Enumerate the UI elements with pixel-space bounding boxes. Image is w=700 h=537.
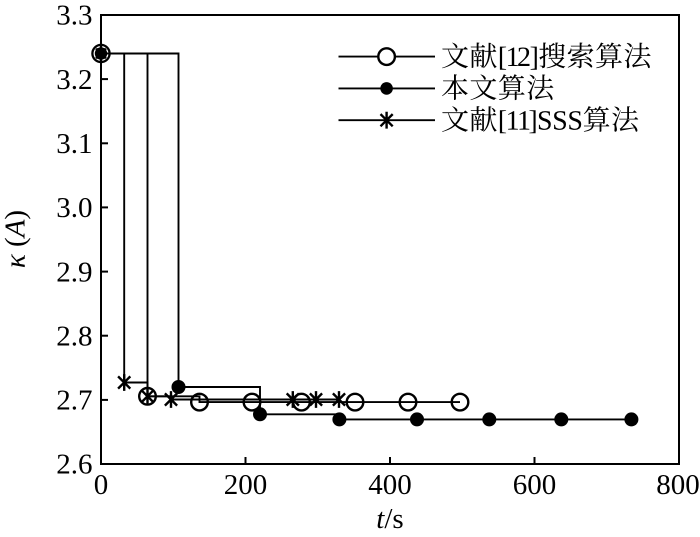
svg-text:0: 0 <box>94 469 109 501</box>
svg-text:2.8: 2.8 <box>56 320 92 352</box>
svg-text:κ (A): κ (A) <box>0 210 32 268</box>
svg-text:3.2: 3.2 <box>56 64 92 96</box>
svg-text:3.3: 3.3 <box>56 0 92 32</box>
svg-text:2.9: 2.9 <box>56 256 92 288</box>
svg-text:3.0: 3.0 <box>56 192 92 224</box>
svg-text:t/s: t/s <box>376 503 403 535</box>
svg-text:800: 800 <box>656 469 700 501</box>
svg-text:3.1: 3.1 <box>56 128 92 160</box>
svg-text:400: 400 <box>368 469 412 501</box>
svg-text:2.7: 2.7 <box>56 385 92 417</box>
svg-text:200: 200 <box>224 469 268 501</box>
svg-text:600: 600 <box>513 469 557 501</box>
svg-text:2.6: 2.6 <box>56 449 92 481</box>
